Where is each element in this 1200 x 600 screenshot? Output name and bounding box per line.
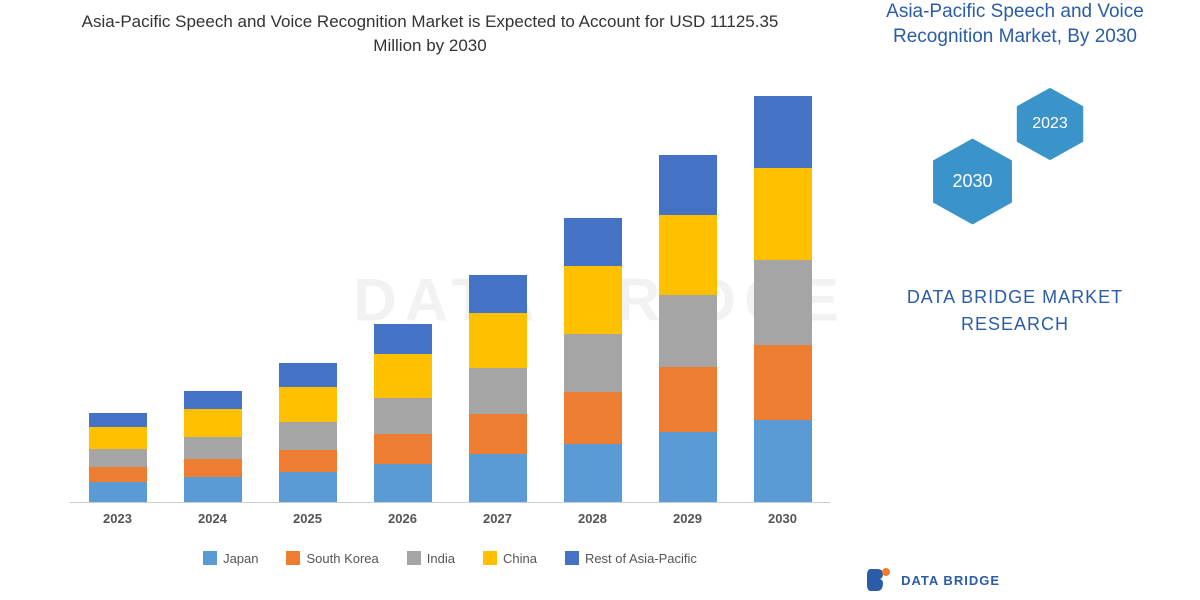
side-panel: Asia-Pacific Speech and Voice Recognitio… <box>850 0 1180 560</box>
legend-swatch <box>483 551 497 565</box>
bar-group <box>469 275 527 502</box>
bar-segment <box>374 324 432 354</box>
bar-group <box>279 363 337 502</box>
bar-segment <box>659 215 717 295</box>
bar-group <box>184 391 242 502</box>
bar-segment <box>564 444 622 502</box>
bar-segment <box>184 437 242 459</box>
brand-line-2: RESEARCH <box>850 311 1180 338</box>
x-axis-label: 2026 <box>374 511 432 526</box>
bar-segment <box>89 413 147 427</box>
chart-plot <box>70 83 830 503</box>
x-axis-label: 2030 <box>754 511 812 526</box>
hexagon-group: 2030 2023 <box>890 79 1140 249</box>
bar-segment <box>564 266 622 334</box>
x-axis-label: 2024 <box>184 511 242 526</box>
bar-segment <box>279 363 337 387</box>
bar-segment <box>469 313 527 368</box>
brand-line-1: DATA BRIDGE MARKET <box>850 284 1180 311</box>
bar-segment <box>184 459 242 477</box>
bar-segment <box>89 449 147 467</box>
legend-item: China <box>483 551 537 566</box>
hexagon-small-label: 2023 <box>1032 115 1068 133</box>
bars-container <box>70 83 830 503</box>
bar-segment <box>754 345 812 420</box>
bar-segment <box>469 368 527 414</box>
brand-text: DATA BRIDGE MARKET RESEARCH <box>850 284 1180 338</box>
legend-label: Japan <box>223 551 258 566</box>
bar-segment <box>184 391 242 409</box>
x-axis-label: 2023 <box>89 511 147 526</box>
footer-logo-icon <box>863 565 893 595</box>
x-axis-label: 2029 <box>659 511 717 526</box>
chart-container: Asia-Pacific Speech and Voice Recognitio… <box>30 10 830 570</box>
bar-segment <box>564 334 622 392</box>
x-axis-label: 2027 <box>469 511 527 526</box>
bar-segment <box>469 454 527 502</box>
bar-segment <box>469 414 527 454</box>
bar-segment <box>89 482 147 502</box>
hexagon-large: 2030 <box>925 134 1020 229</box>
bar-segment <box>754 96 812 168</box>
footer-logo-text: DATA BRIDGE <box>901 573 1000 588</box>
bar-segment <box>754 260 812 345</box>
legend-label: China <box>503 551 537 566</box>
bar-segment <box>279 450 337 472</box>
bar-segment <box>89 467 147 482</box>
legend-swatch <box>286 551 300 565</box>
bar-segment <box>184 409 242 437</box>
legend-item: Japan <box>203 551 258 566</box>
bar-segment <box>659 432 717 502</box>
legend-swatch <box>565 551 579 565</box>
side-title: Asia-Pacific Speech and Voice Recognitio… <box>850 0 1180 49</box>
chart-legend: Japan South Korea India China Rest of Asia-P… <box>70 551 830 566</box>
bar-segment <box>659 367 717 432</box>
bar-group <box>564 218 622 502</box>
legend-item: South Korea <box>286 551 378 566</box>
chart-title: Asia-Pacific Speech and Voice Recognitio… <box>30 10 830 58</box>
legend-label: Rest of Asia-Pacific <box>585 551 697 566</box>
legend-label: South Korea <box>306 551 378 566</box>
x-axis-labels: 2023 2024 2025 2026 2027 2028 2029 2030 <box>70 511 830 526</box>
bar-segment <box>564 218 622 266</box>
bar-segment <box>279 387 337 422</box>
bar-segment <box>279 422 337 450</box>
legend-label: India <box>427 551 455 566</box>
bar-segment <box>374 398 432 434</box>
hexagon-small: 2023 <box>1010 84 1090 164</box>
bar-segment <box>374 354 432 398</box>
x-axis-label: 2028 <box>564 511 622 526</box>
bar-segment <box>374 464 432 502</box>
bar-group <box>374 324 432 502</box>
bar-group <box>754 96 812 502</box>
bar-segment <box>469 275 527 313</box>
legend-item: Rest of Asia-Pacific <box>565 551 697 566</box>
legend-swatch <box>203 551 217 565</box>
bar-segment <box>89 427 147 449</box>
bar-segment <box>659 295 717 367</box>
bar-segment <box>279 472 337 502</box>
x-axis-label: 2025 <box>279 511 337 526</box>
legend-item: India <box>407 551 455 566</box>
bar-segment <box>564 392 622 444</box>
bar-segment <box>659 155 717 215</box>
legend-swatch <box>407 551 421 565</box>
hexagon-large-label: 2030 <box>952 171 992 192</box>
footer-logo: DATA BRIDGE <box>863 565 1000 595</box>
bar-segment <box>184 477 242 502</box>
bar-group <box>89 413 147 502</box>
bar-group <box>659 155 717 502</box>
bar-segment <box>374 434 432 464</box>
bar-segment <box>754 168 812 260</box>
bar-segment <box>754 420 812 502</box>
